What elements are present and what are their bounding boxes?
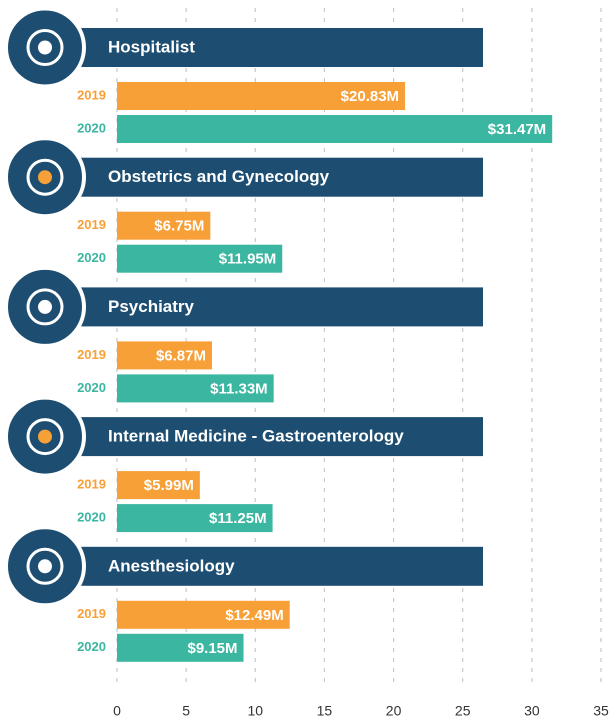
series-label: 2020 [77,250,106,265]
value-label: $11.25M [209,510,267,527]
value-label: $6.75M [154,218,204,235]
value-label: $11.95M [219,251,277,268]
series-label: 2019 [77,347,106,362]
value-label: $31.47M [488,121,546,138]
x-tick-label: 35 [593,703,609,719]
icon-dot [38,430,52,444]
series-label: 2020 [77,380,106,395]
x-tick-label: 30 [524,703,540,719]
x-tick-label: 25 [455,703,471,719]
icon-dot [38,300,52,314]
value-label: $11.33M [210,380,268,397]
series-label: 2019 [77,606,106,621]
icon-dot [38,559,52,573]
icon-dot [38,41,52,55]
x-tick-label: 15 [317,703,333,719]
chart: 0 5 10 15 20 25 30 35 Hospitalist 2019 $20.83M 2020… [0,0,615,721]
value-label: $20.83M [341,88,399,105]
series-label: 2020 [77,639,106,654]
page: {"chart_data": {"type": "grouped-hbar", … [0,0,615,721]
value-label: $5.99M [144,477,194,494]
icon-dot [38,170,52,184]
series-label: 2020 [77,120,106,135]
category-label: Psychiatry [108,297,195,316]
series-label: 2019 [77,217,106,232]
x-tick-label: 10 [247,703,263,719]
x-tick-label: 5 [182,703,190,719]
x-tick-label: 0 [113,703,121,719]
series-label: 2019 [77,477,106,492]
category-label: Anesthesiology [108,556,235,575]
series-label: 2020 [77,510,106,525]
value-label: $9.15M [187,640,237,657]
category-label: Hospitalist [108,37,195,56]
value-label: $12.49M [225,607,283,624]
category-label: Obstetrics and Gynecology [108,167,330,186]
series-label: 2019 [77,87,106,102]
category-label: Internal Medicine - Gastroenterology [108,427,404,446]
x-tick-label: 20 [386,703,402,719]
value-label: $6.87M [156,347,206,364]
